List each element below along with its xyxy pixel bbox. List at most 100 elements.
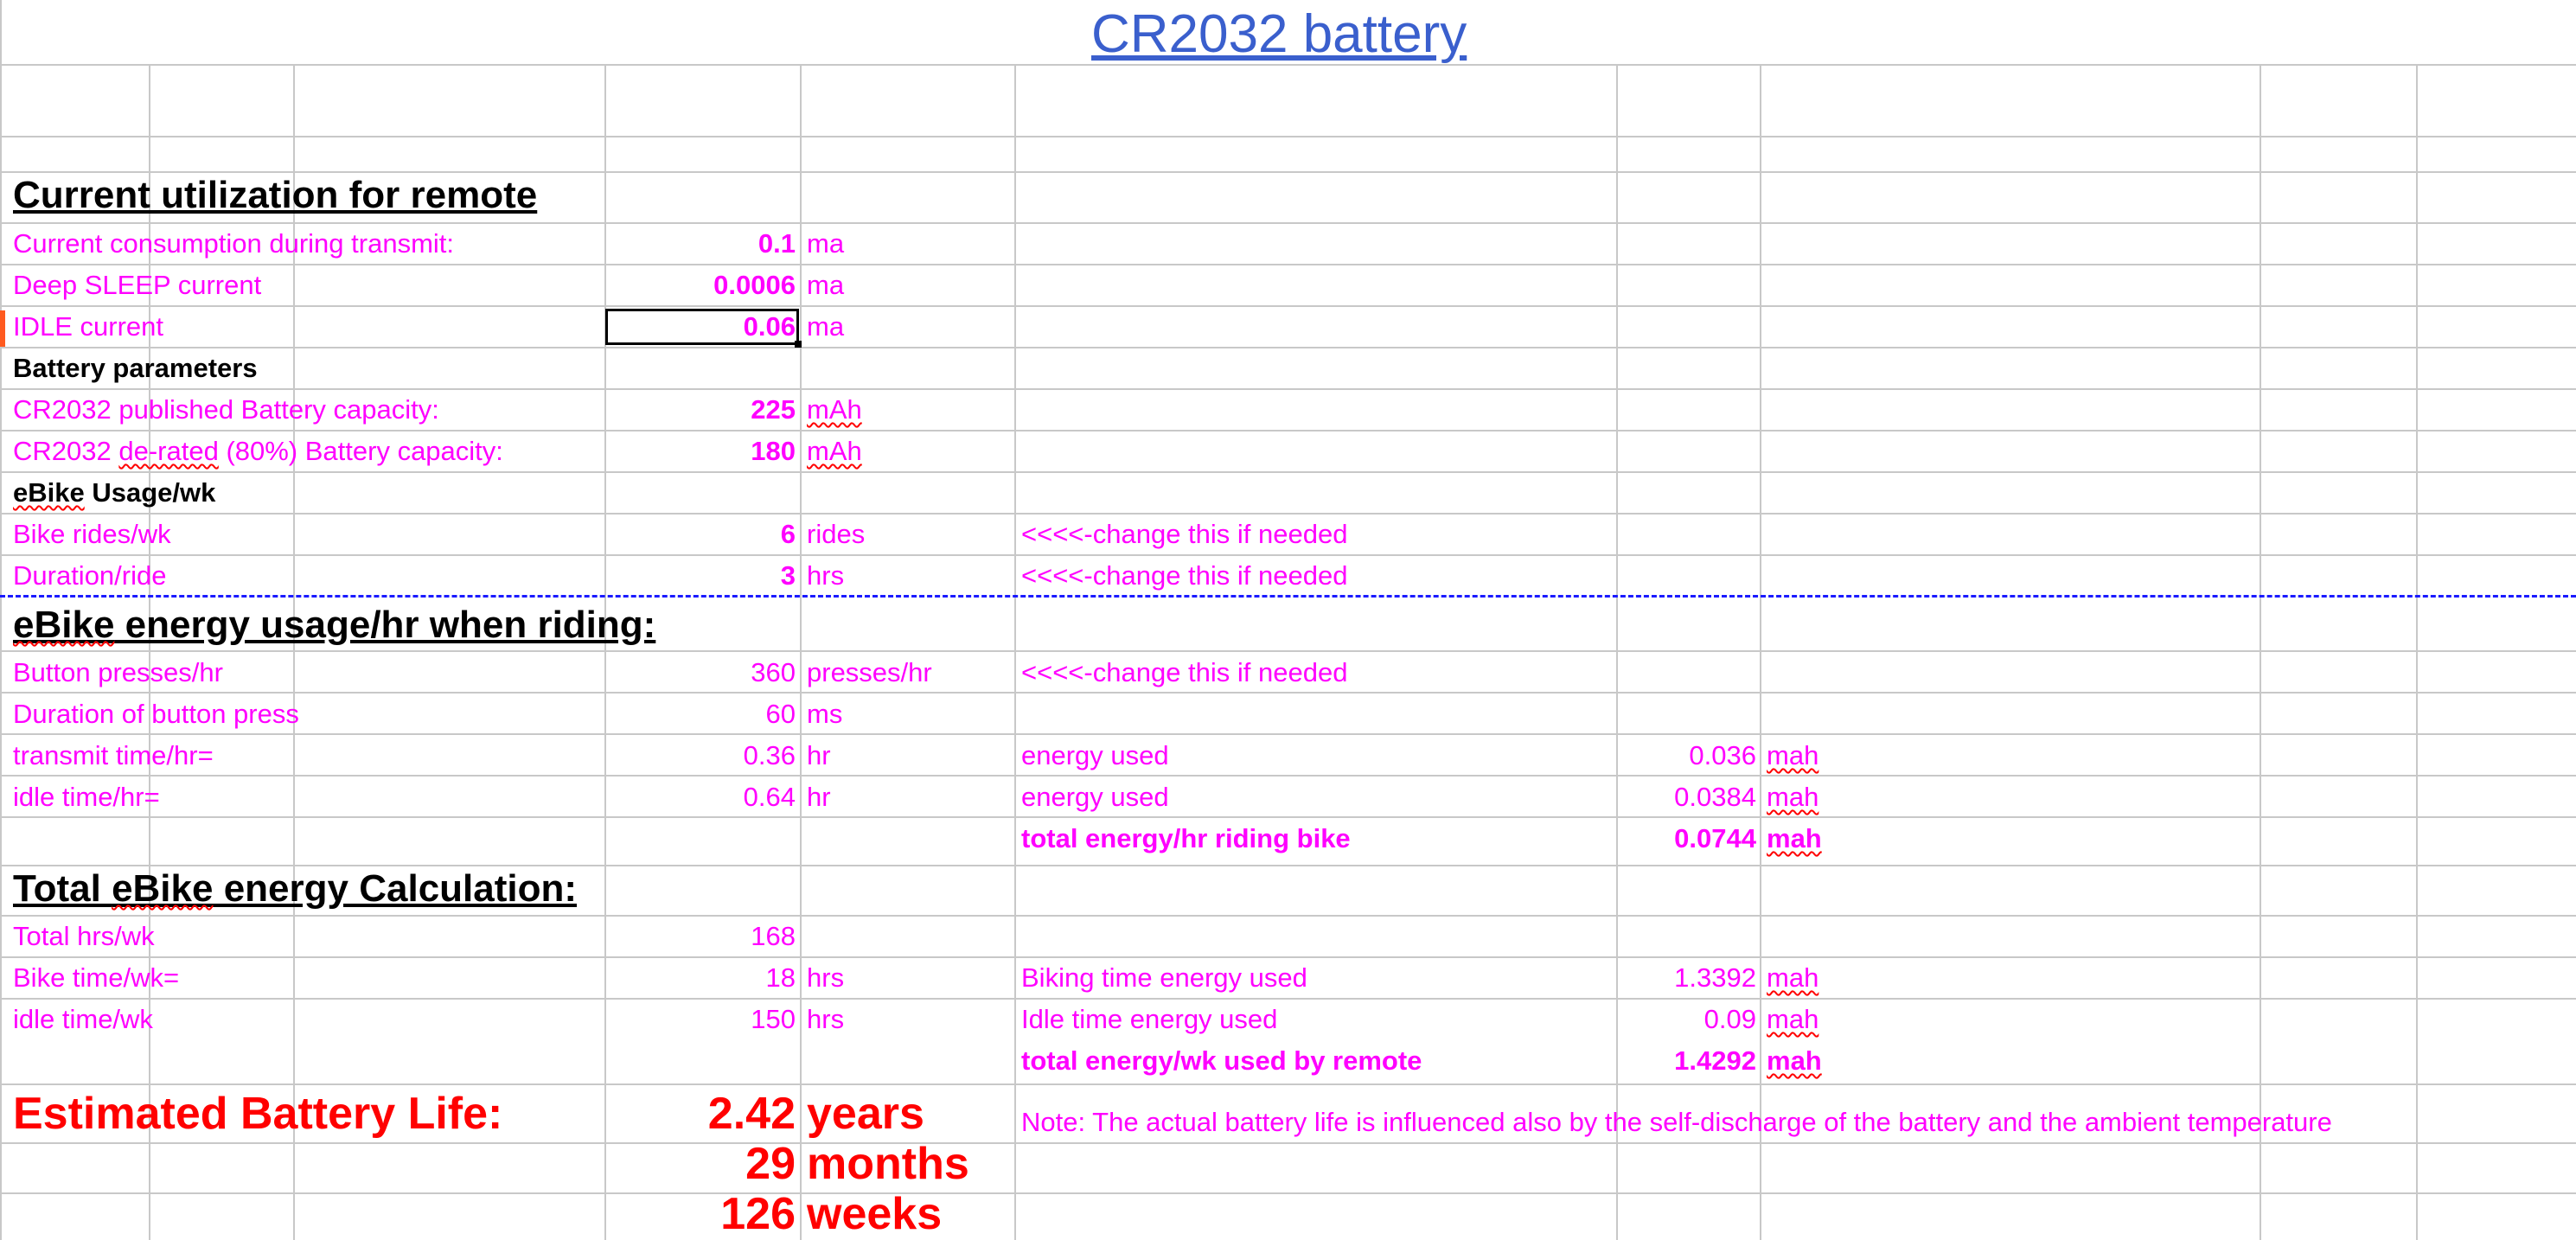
col-border-g — [1616, 64, 1618, 1240]
row-border — [0, 1192, 2576, 1194]
note-battery-life[interactable]: Note: The actual battery life is influen… — [1021, 1107, 2332, 1137]
value-transmit-current[interactable]: 0.1 — [757, 228, 796, 259]
value-transmit-time[interactable]: 0.36 — [743, 740, 796, 770]
value-bike-rides[interactable]: 6 — [780, 519, 796, 549]
unit-biking-energy[interactable]: mah — [1767, 964, 1819, 991]
row-border — [0, 171, 2576, 173]
section-ebike-usage[interactable]: eBike Usage/wk — [13, 479, 215, 506]
unit-weeks[interactable]: weeks — [807, 1189, 943, 1239]
label-transmit-current[interactable]: Current consumption during transmit: — [13, 228, 455, 259]
row-border — [0, 222, 2576, 224]
row-border — [0, 1142, 2576, 1144]
value-energy-used-tx[interactable]: 0.036 — [1689, 740, 1756, 770]
sheet-title-link[interactable]: CR2032 battery — [1091, 4, 1467, 64]
label-biking-energy[interactable]: Biking time energy used — [1021, 962, 1307, 993]
label-sleep-current[interactable]: Deep SLEEP current — [13, 270, 262, 300]
unit-idle-energy[interactable]: mah — [1767, 1006, 1819, 1032]
section-ebike-usage-part: Usage/wk — [84, 477, 216, 508]
label-press-duration[interactable]: Duration of button press — [13, 699, 299, 729]
value-idle-time-wk[interactable]: 150 — [751, 1004, 796, 1034]
unit-bike-rides[interactable]: rides — [807, 519, 866, 549]
unit-sleep-current[interactable]: ma — [807, 270, 845, 300]
section-energy-hr-part: energy usage/hr when riding: — [114, 604, 656, 646]
value-derated-capacity[interactable]: 180 — [751, 436, 796, 466]
value-idle-current[interactable]: 0.06 — [743, 311, 796, 342]
col-border-f — [1014, 64, 1016, 1240]
value-total-energy-wk[interactable]: 1.4292 — [1674, 1045, 1756, 1076]
unit-idle-time-wk[interactable]: hrs — [807, 1004, 845, 1034]
active-cell-cursor[interactable] — [605, 309, 802, 348]
label-bike-rides[interactable]: Bike rides/wk — [13, 519, 171, 549]
label-energy-used-idle[interactable]: energy used — [1021, 782, 1169, 812]
section-current-utilization[interactable]: Current utilization for remote — [13, 174, 538, 216]
unit-derated-capacity[interactable]: mAh — [807, 438, 862, 464]
value-idle-energy[interactable]: 0.09 — [1703, 1004, 1756, 1034]
value-button-presses[interactable]: 360 — [751, 657, 796, 687]
row-border — [0, 733, 2576, 735]
note-change-presses[interactable]: <<<<-change this if needed — [1021, 657, 1348, 687]
label-idle-time-wk[interactable]: idle time/wk — [13, 1004, 153, 1034]
label-idle-time-hr[interactable]: idle time/hr= — [13, 782, 160, 812]
row-border — [0, 692, 2576, 694]
unit-transmit-time[interactable]: hr — [807, 740, 831, 770]
note-change-duration[interactable]: <<<<-change this if needed — [1021, 560, 1348, 591]
label-total-hrs-wk[interactable]: Total hrs/wk — [13, 921, 155, 951]
note-change-rides[interactable]: <<<<-change this if needed — [1021, 519, 1348, 549]
row-border — [0, 347, 2576, 348]
label-energy-used-tx[interactable]: energy used — [1021, 740, 1169, 770]
section-total-part: energy Calculation: — [213, 867, 578, 910]
unit-duration-ride[interactable]: hrs — [807, 560, 845, 591]
col-border-h — [1760, 64, 1761, 1240]
unit-total-energy-hr[interactable]: mah — [1767, 825, 1822, 852]
fill-handle[interactable] — [795, 341, 802, 348]
value-sleep-current[interactable]: 0.0006 — [713, 270, 796, 300]
value-total-hrs-wk[interactable]: 168 — [751, 921, 796, 951]
label-bike-time-wk[interactable]: Bike time/wk= — [13, 962, 180, 993]
unit-transmit-current[interactable]: ma — [807, 228, 845, 259]
derated-label-part: (80%) Battery capacity: — [218, 436, 503, 466]
unit-bike-time-wk[interactable]: hrs — [807, 962, 845, 993]
value-published-capacity[interactable]: 225 — [751, 394, 796, 425]
page-break-line — [0, 595, 2576, 598]
unit-published-capacity[interactable]: mAh — [807, 396, 862, 423]
row-border — [0, 915, 2576, 917]
label-derated-capacity[interactable]: CR2032 de-rated (80%) Battery capacity: — [13, 438, 503, 464]
value-weeks[interactable]: 126 — [720, 1189, 796, 1239]
label-total-energy-wk[interactable]: total energy/wk used by remote — [1021, 1045, 1422, 1076]
value-bike-time-wk[interactable]: 18 — [765, 962, 796, 993]
row-border — [0, 136, 2576, 137]
label-total-energy-hr[interactable]: total energy/hr riding bike — [1021, 823, 1351, 853]
unit-total-energy-wk[interactable]: mah — [1767, 1047, 1822, 1074]
value-months[interactable]: 29 — [745, 1139, 796, 1189]
label-duration-ride[interactable]: Duration/ride — [13, 560, 167, 591]
value-duration-ride[interactable]: 3 — [780, 560, 796, 591]
section-total-energy[interactable]: Total eBike energy Calculation: — [13, 870, 577, 908]
value-energy-used-idle[interactable]: 0.0384 — [1674, 782, 1756, 812]
col-border-d — [604, 64, 606, 1240]
value-press-duration[interactable]: 60 — [765, 699, 796, 729]
label-estimated-battery-life[interactable]: Estimated Battery Life: — [13, 1089, 503, 1139]
col-border-j — [2416, 64, 2418, 1240]
unit-idle-time-hr[interactable]: hr — [807, 782, 831, 812]
unit-idle-current[interactable]: ma — [807, 311, 845, 342]
value-idle-time-hr[interactable]: 0.64 — [743, 782, 796, 812]
unit-years[interactable]: years — [807, 1089, 924, 1139]
value-biking-energy[interactable]: 1.3392 — [1674, 962, 1756, 993]
value-total-energy-hr[interactable]: 0.0744 — [1674, 823, 1756, 853]
label-published-capacity[interactable]: CR2032 published Battery capacity: — [13, 394, 439, 425]
row-border — [0, 650, 2576, 652]
label-button-presses[interactable]: Button presses/hr — [13, 657, 223, 687]
unit-button-presses[interactable]: presses/hr — [807, 657, 932, 687]
section-battery-parameters[interactable]: Battery parameters — [13, 353, 258, 383]
label-idle-current[interactable]: IDLE current — [13, 311, 164, 342]
unit-press-duration[interactable]: ms — [807, 699, 843, 729]
value-years[interactable]: 2.42 — [707, 1089, 796, 1139]
unit-energy-used-idle[interactable]: mah — [1767, 783, 1819, 810]
label-transmit-time[interactable]: transmit time/hr= — [13, 740, 214, 770]
unit-months[interactable]: months — [807, 1139, 969, 1189]
section-energy-per-hour[interactable]: eBike energy usage/hr when riding: — [13, 606, 655, 644]
label-idle-energy[interactable]: Idle time energy used — [1021, 1004, 1278, 1034]
unit-energy-used-tx-text: mah — [1767, 740, 1819, 770]
unit-energy-used-tx[interactable]: mah — [1767, 742, 1819, 769]
